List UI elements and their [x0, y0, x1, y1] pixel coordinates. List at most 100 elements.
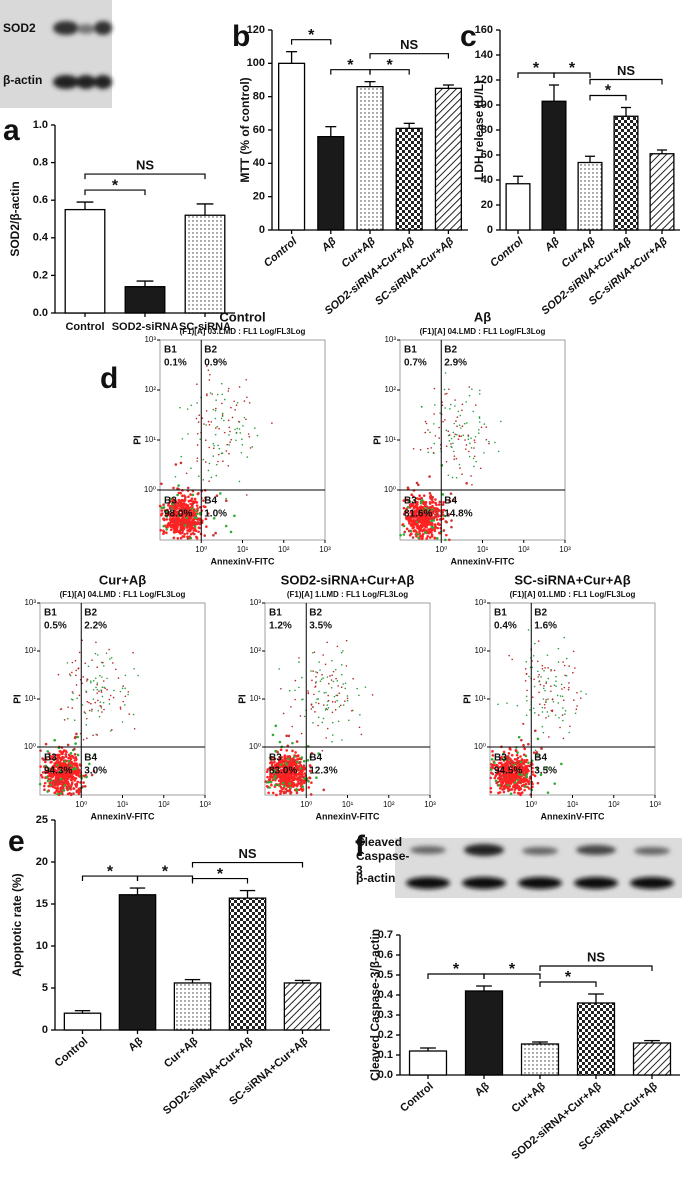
- event-dot: [285, 772, 288, 775]
- event-dot: [294, 751, 297, 754]
- quadrant-name: B1: [404, 345, 417, 356]
- event-dot: [410, 493, 414, 497]
- event-dot: [59, 757, 62, 760]
- event-dot: [71, 707, 74, 709]
- event-dot: [500, 778, 504, 781]
- event-dot: [327, 700, 329, 703]
- event-dot: [127, 693, 129, 696]
- event-dot: [186, 408, 189, 410]
- event-dot: [483, 423, 486, 425]
- event-dot: [106, 677, 108, 680]
- event-dot: [49, 783, 52, 787]
- event-dot: [285, 759, 288, 762]
- y-tick-label: 0.2: [33, 269, 48, 281]
- event-dot: [294, 679, 297, 682]
- event-dot: [186, 486, 190, 490]
- event-dot: [279, 785, 283, 789]
- event-dot: [189, 527, 193, 531]
- event-dot: [316, 671, 319, 674]
- significance-bracket: [539, 981, 597, 987]
- event-dot: [68, 673, 71, 676]
- y-tick-label: 25: [36, 814, 48, 826]
- plot-title: SC-siRNA+Cur+Aβ: [514, 572, 630, 587]
- y-tick-label: 100: [247, 57, 265, 69]
- event-dot: [43, 781, 47, 785]
- event-dot: [215, 474, 218, 477]
- event-dot: [204, 461, 207, 463]
- event-dot: [491, 754, 495, 757]
- quadrant-name: B4: [309, 753, 322, 764]
- event-dot: [67, 753, 71, 757]
- blot-label: SOD2: [3, 21, 36, 35]
- quadrant-name: B3: [269, 753, 282, 764]
- event-dot: [174, 475, 177, 478]
- event-dot: [300, 732, 303, 735]
- event-dot: [468, 386, 471, 388]
- event-dot: [331, 734, 334, 736]
- event-dot: [97, 710, 100, 712]
- event-dot: [172, 486, 175, 490]
- event-dot: [314, 682, 317, 684]
- event-dot: [173, 503, 177, 507]
- event-dot: [94, 677, 97, 679]
- event-dot: [516, 704, 519, 707]
- x-tick-label: Control: [53, 1035, 91, 1069]
- event-dot: [310, 751, 314, 755]
- event-dot: [431, 526, 435, 530]
- event-dot: [77, 667, 80, 669]
- event-dot: [406, 486, 410, 489]
- x-tick-label: Cur+Aβ: [509, 1080, 548, 1115]
- event-dot: [78, 651, 81, 654]
- event-dot: [525, 775, 529, 779]
- event-dot: [112, 662, 114, 664]
- event-dot: [61, 750, 65, 754]
- event-dot: [101, 686, 104, 689]
- event-dot: [474, 441, 476, 444]
- event-dot: [49, 755, 52, 758]
- event-dot: [585, 693, 587, 695]
- event-dot: [221, 412, 224, 415]
- event-dot: [326, 708, 329, 711]
- event-dot: [335, 677, 337, 680]
- event-dot: [527, 782, 531, 786]
- event-dot: [46, 790, 49, 793]
- event-dot: [502, 790, 506, 794]
- event-dot: [568, 682, 570, 684]
- plot-subtitle: (F1)[A] 01.LMD : FL1 Log/FL3Log: [510, 590, 636, 599]
- event-dot: [519, 792, 523, 795]
- event-dot: [469, 442, 471, 445]
- event-dot: [63, 719, 66, 721]
- event-dot: [67, 717, 69, 720]
- bar: [356, 86, 384, 231]
- event-dot: [64, 753, 68, 756]
- event-dot: [418, 530, 421, 534]
- event-dot: [569, 725, 571, 728]
- event-dot: [220, 382, 223, 385]
- event-dot: [174, 500, 178, 504]
- event-dot: [176, 525, 179, 529]
- event-dot: [77, 772, 80, 775]
- event-dot: [241, 438, 243, 441]
- event-dot: [493, 761, 496, 765]
- bar: [278, 62, 306, 231]
- event-dot: [51, 785, 55, 789]
- quadrant-name: B1: [494, 608, 507, 619]
- event-dot: [176, 493, 179, 497]
- event-dot: [108, 648, 110, 651]
- event-dot: [298, 761, 302, 764]
- event-dot: [502, 776, 505, 780]
- event-dot: [561, 695, 564, 698]
- significance-label: *: [217, 866, 224, 883]
- event-dot: [195, 516, 198, 520]
- event-dot: [411, 526, 414, 530]
- event-dot: [517, 735, 521, 739]
- event-dot: [295, 791, 299, 795]
- event-dot: [285, 763, 289, 766]
- event-dot: [72, 756, 76, 760]
- event-dot: [52, 764, 55, 768]
- event-dot: [90, 702, 92, 705]
- event-dot: [465, 401, 467, 403]
- event-dot: [545, 682, 547, 684]
- event-dot: [187, 495, 190, 499]
- event-dot: [422, 524, 425, 527]
